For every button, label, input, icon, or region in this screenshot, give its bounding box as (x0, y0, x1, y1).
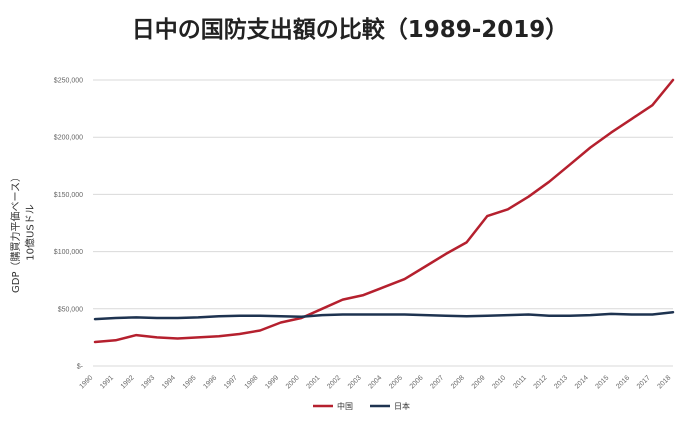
y-tick-label: $200,000 (54, 135, 83, 142)
x-tick-label: 2013 (553, 374, 569, 390)
legend: 中国 日本 (313, 401, 410, 411)
x-tick-label: 2003 (347, 374, 363, 390)
y-tick-label: $100,000 (54, 249, 83, 256)
x-tick-label: 1992 (120, 374, 136, 390)
y-tick-label: $50,000 (58, 306, 83, 313)
x-tick-label: 2014 (574, 374, 590, 390)
x-tick-label: 2011 (512, 374, 528, 390)
chart-title: 日中の国防支出額の比較（1989-2019） (131, 17, 569, 43)
x-tick-label: 2005 (388, 374, 404, 390)
x-tick-label: 1995 (182, 374, 198, 390)
x-tick-label: 2017 (636, 374, 652, 390)
x-tick-label: 2001 (306, 374, 322, 390)
x-tick-label: 1994 (161, 374, 177, 390)
series-line-0 (93, 78, 675, 344)
x-tick-label: 2018 (656, 374, 672, 390)
x-axis-ticks: 1990 1991 1992 1993 1994 1995 1996 1997 1998 1999… (78, 374, 672, 390)
x-tick-label: 1990 (78, 374, 94, 390)
x-tick-label: 1993 (140, 374, 156, 390)
x-tick-label: 2008 (450, 374, 466, 390)
x-tick-label: 2015 (595, 374, 611, 390)
series-line-1 (93, 310, 675, 321)
x-tick-label: 2000 (285, 374, 301, 390)
x-tick-label: 2006 (409, 374, 425, 390)
y-tick-label: $150,000 (54, 192, 83, 199)
x-tick-label: 2002 (326, 374, 342, 390)
legend-label: 中国 (337, 401, 353, 411)
series-lines (93, 78, 675, 344)
y-tick-label: $- (77, 364, 84, 371)
x-tick-label: 2007 (429, 374, 445, 390)
x-tick-label: 2010 (491, 374, 507, 390)
x-tick-label: 2016 (615, 374, 631, 390)
legend-label: 日本 (394, 401, 410, 411)
x-tick-label: 1998 (244, 374, 260, 390)
y-axis-ticks: $- $50,000 $100,000 $150,000 $200,000 $250,00… (54, 78, 84, 371)
x-tick-label: 2012 (533, 374, 549, 390)
x-tick-label: 1991 (99, 374, 115, 390)
x-tick-label: 2009 (471, 374, 487, 390)
y-tick-label: $250,000 (54, 78, 83, 85)
x-tick-label: 1999 (264, 374, 280, 390)
x-tick-label: 2004 (367, 374, 383, 390)
gridlines (93, 79, 673, 367)
x-tick-label: 1996 (202, 374, 218, 390)
x-tick-label: 1997 (223, 374, 239, 390)
